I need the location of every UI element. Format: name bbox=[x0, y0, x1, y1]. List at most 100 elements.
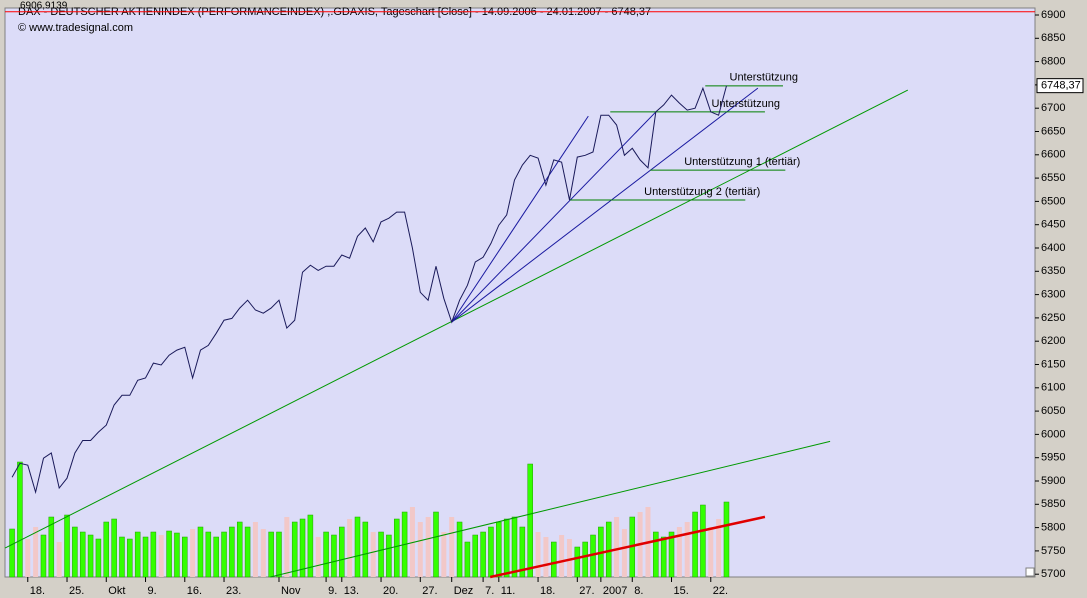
annotation: Unterstützung bbox=[711, 98, 779, 110]
y-tick-label: 5800 bbox=[1041, 522, 1065, 534]
chart-subtitle: © www.tradesignal.com bbox=[18, 22, 133, 34]
volume-bar bbox=[174, 532, 180, 578]
volume-bar bbox=[134, 531, 141, 578]
y-tick-label: 6100 bbox=[1041, 382, 1065, 394]
volume-bar bbox=[260, 529, 266, 577]
x-tick-label: Dez bbox=[454, 585, 474, 597]
y-tick-label: 6300 bbox=[1041, 289, 1065, 301]
volume-bar bbox=[33, 527, 39, 577]
y-tick-label: 5900 bbox=[1041, 475, 1065, 487]
volume-bar bbox=[64, 514, 70, 578]
x-tick-label: 13. bbox=[344, 585, 359, 597]
y-tick-label: 6450 bbox=[1041, 219, 1065, 231]
volume-bar bbox=[496, 521, 502, 578]
volume-bar bbox=[488, 526, 494, 578]
y-tick-label: 6250 bbox=[1041, 312, 1065, 324]
volume-bar bbox=[48, 516, 55, 578]
volume-bar bbox=[723, 501, 730, 578]
volume-bar bbox=[362, 521, 369, 578]
y-tick-label: 6600 bbox=[1041, 149, 1065, 161]
volume-bar bbox=[229, 526, 235, 578]
x-tick-label: 7. bbox=[485, 585, 494, 597]
volume-bar bbox=[182, 536, 188, 578]
volume-bar bbox=[95, 538, 102, 578]
x-tick-label: 15. bbox=[674, 585, 689, 597]
y-tick-label: 6050 bbox=[1041, 405, 1065, 417]
y-tick-label: 5700 bbox=[1041, 568, 1065, 580]
x-tick-label: 27. bbox=[422, 585, 437, 597]
volume-bar bbox=[354, 516, 361, 578]
volume-bar bbox=[284, 517, 290, 577]
volume-bar bbox=[668, 531, 675, 578]
volume-bar bbox=[236, 521, 243, 578]
x-tick-label: 8. bbox=[634, 585, 643, 597]
y-tick-label: 5850 bbox=[1041, 498, 1065, 510]
trend-line bbox=[451, 115, 589, 323]
volume-bar bbox=[456, 521, 463, 578]
volume-bar bbox=[244, 526, 251, 578]
volume-bar bbox=[190, 529, 196, 577]
volume-bar bbox=[716, 519, 722, 577]
volume-bar bbox=[684, 522, 690, 577]
volume-bar bbox=[653, 531, 659, 578]
volume-bar bbox=[40, 534, 47, 578]
volume-bar bbox=[291, 521, 298, 578]
volume-bar bbox=[464, 541, 471, 578]
volume-bar bbox=[559, 535, 565, 577]
x-tick-label: 20. bbox=[383, 585, 398, 597]
volume-bar bbox=[472, 534, 479, 578]
volume-bar bbox=[551, 541, 557, 578]
volume-bar bbox=[574, 546, 581, 578]
volume-bar bbox=[660, 536, 667, 578]
trend-line bbox=[451, 87, 759, 323]
trend-line bbox=[270, 440, 831, 578]
x-tick-label: 22. bbox=[713, 585, 728, 597]
volume-bar bbox=[17, 461, 23, 578]
volume-bar bbox=[566, 539, 572, 577]
x-tick-label: 9. bbox=[328, 585, 337, 597]
annotation: Unterstützung 2 (tertiär) bbox=[644, 186, 760, 198]
volume-bar bbox=[339, 526, 345, 578]
volume-bar bbox=[378, 531, 384, 578]
y-tick-label: 5750 bbox=[1041, 545, 1065, 557]
y-tick-label: 6000 bbox=[1041, 428, 1065, 440]
volume-bar bbox=[621, 529, 627, 577]
y-tick-label: 5950 bbox=[1041, 452, 1065, 464]
volume-bar bbox=[535, 532, 541, 577]
volume-bar bbox=[307, 514, 314, 578]
volume-bar bbox=[386, 534, 392, 578]
last-value-box bbox=[1036, 78, 1084, 94]
volume-bar bbox=[166, 530, 172, 578]
x-tick-label: 25. bbox=[69, 585, 84, 597]
volume-bar bbox=[111, 518, 117, 578]
volume-bar bbox=[276, 531, 282, 578]
volume-bar bbox=[315, 537, 321, 577]
corner-box bbox=[1025, 567, 1035, 577]
volume-bar bbox=[582, 541, 588, 578]
x-tick-label: 18. bbox=[540, 585, 555, 597]
last-value-label: 6748,37 bbox=[1041, 80, 1081, 92]
y-tick-label: 6500 bbox=[1041, 195, 1065, 207]
volume-bar bbox=[370, 532, 376, 577]
x-tick-label: Okt bbox=[108, 585, 125, 597]
volume-bar bbox=[268, 531, 274, 578]
volume-bar bbox=[158, 535, 164, 577]
trend-line bbox=[489, 515, 766, 579]
volume-bar bbox=[25, 539, 31, 577]
x-tick-label: 9. bbox=[148, 585, 157, 597]
price-line bbox=[11, 85, 727, 495]
volume-bar bbox=[692, 511, 698, 578]
y-tick-label: 6850 bbox=[1041, 32, 1065, 44]
volume-bar bbox=[213, 536, 219, 578]
volume-bar bbox=[503, 518, 510, 578]
volume-bar bbox=[299, 518, 306, 578]
x-tick-label: 27. bbox=[579, 585, 594, 597]
volume-bar bbox=[519, 526, 526, 578]
volume-bar bbox=[543, 537, 549, 577]
x-tick-label: Nov bbox=[281, 585, 301, 597]
x-tick-label: 23. bbox=[226, 585, 241, 597]
x-tick-label: 16. bbox=[187, 585, 202, 597]
y-tick-label: 6900 bbox=[1041, 9, 1065, 21]
volume-bar bbox=[142, 536, 149, 578]
